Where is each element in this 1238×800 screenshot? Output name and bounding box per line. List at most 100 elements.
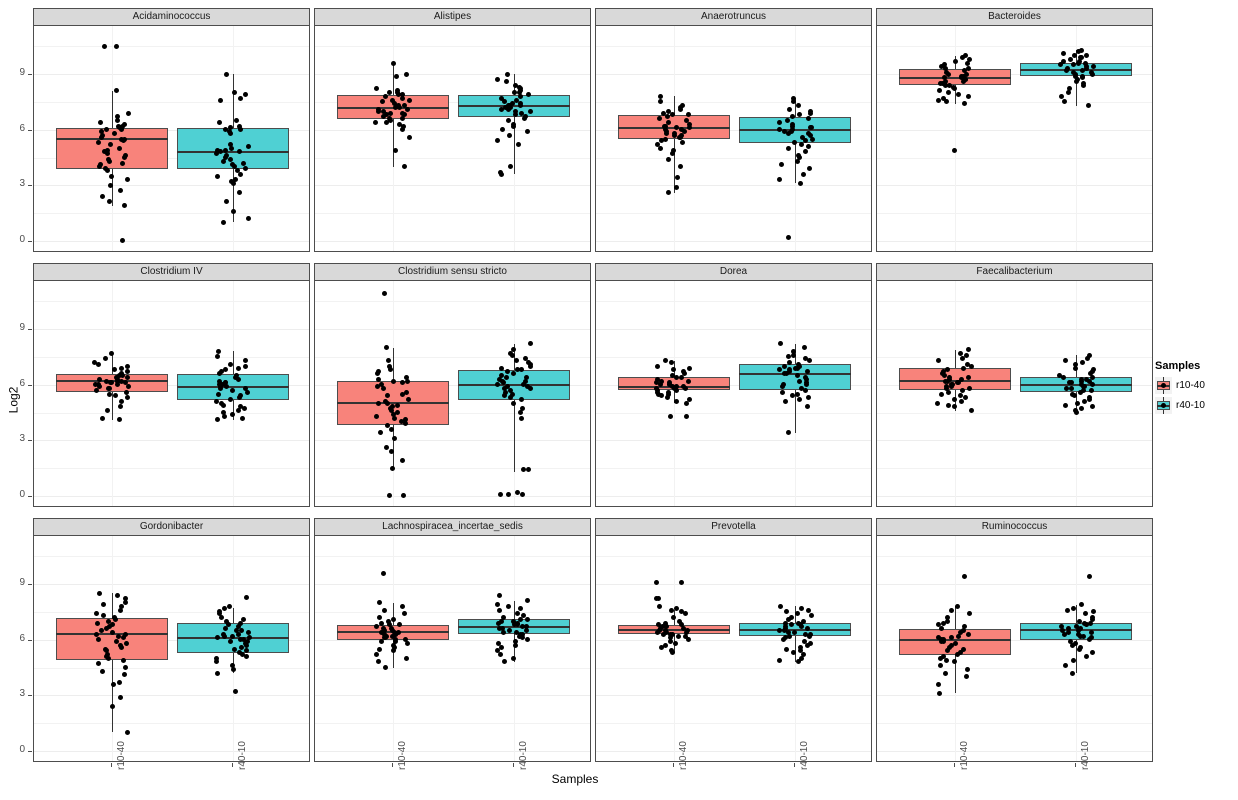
x-axis-tick-mark (794, 763, 795, 767)
data-point (802, 631, 808, 637)
data-point (939, 626, 945, 632)
data-point (513, 108, 519, 114)
data-point (959, 54, 965, 60)
data-point (95, 140, 101, 146)
data-point (230, 666, 236, 672)
facet-panel: Acidaminococcus (33, 8, 310, 252)
data-point (517, 633, 523, 639)
legend-item[interactable]: r40-10 (1155, 397, 1235, 414)
data-point (776, 657, 782, 663)
data-point (673, 605, 679, 611)
data-point (654, 380, 660, 386)
data-point (241, 406, 247, 412)
data-point (505, 71, 511, 77)
gridline-horizontal-minor (596, 301, 871, 303)
data-point (943, 99, 949, 105)
data-point (1086, 378, 1092, 384)
data-point (957, 629, 963, 635)
data-point (673, 398, 679, 404)
data-point (665, 190, 671, 196)
y-axis-tick-label: 9 (19, 67, 25, 79)
data-point (524, 598, 530, 604)
data-point (122, 380, 128, 386)
data-point (527, 341, 533, 347)
data-point (100, 668, 106, 674)
data-point (377, 430, 383, 436)
data-point (511, 90, 517, 96)
data-point (1079, 378, 1085, 384)
data-point (402, 103, 408, 109)
data-point (236, 624, 242, 630)
boxplot-median (617, 629, 730, 632)
data-point (495, 648, 501, 654)
plot-area (876, 281, 1153, 507)
data-point (375, 384, 381, 390)
data-point (223, 384, 229, 390)
data-point (238, 627, 244, 633)
data-point (798, 180, 804, 186)
legend-label: r40-10 (1176, 400, 1205, 411)
legend: Samples r10-40 r40-10 (1155, 360, 1235, 417)
data-point (1076, 646, 1082, 652)
gridline-horizontal (34, 384, 309, 386)
data-point (789, 123, 795, 129)
x-axis-tick-mark (392, 763, 393, 767)
boxplot-box (898, 628, 1011, 655)
data-point (375, 659, 381, 665)
data-point (965, 374, 971, 380)
data-point (945, 367, 951, 373)
gridline-horizontal-minor (877, 101, 1152, 103)
data-point (495, 382, 501, 388)
data-point (510, 618, 516, 624)
data-point (214, 147, 220, 153)
data-point (115, 114, 121, 120)
data-point (658, 145, 664, 151)
data-point (390, 616, 396, 622)
data-point (215, 348, 221, 354)
data-point (222, 605, 228, 611)
data-point (393, 147, 399, 153)
data-point (215, 391, 221, 397)
data-point (1062, 358, 1068, 364)
data-point (393, 631, 399, 637)
data-point (798, 605, 804, 611)
data-point (499, 365, 505, 371)
data-point (376, 108, 382, 114)
data-point (959, 376, 965, 382)
data-point (681, 129, 687, 135)
data-point (237, 95, 243, 101)
data-point (98, 129, 104, 135)
gridline-horizontal-minor (877, 468, 1152, 470)
data-point (520, 382, 526, 388)
data-point (381, 627, 387, 633)
y-axis-tick-mark (28, 440, 32, 442)
data-point (935, 358, 941, 364)
boxplot-median (898, 76, 1011, 79)
gridline-horizontal (34, 750, 309, 752)
legend-item[interactable]: r10-40 (1155, 377, 1235, 394)
data-point (221, 410, 227, 416)
gridline-horizontal-minor (34, 468, 309, 470)
data-point (95, 361, 101, 367)
gridline-horizontal (34, 129, 309, 131)
facet-strip: Clostridium IV (33, 263, 310, 281)
data-point (1088, 371, 1094, 377)
boxplot-box (898, 368, 1011, 391)
data-point (1089, 382, 1095, 388)
data-point (246, 143, 252, 149)
data-point (963, 53, 969, 59)
gridline-horizontal-minor (34, 101, 309, 103)
data-point (786, 145, 792, 151)
data-point (118, 694, 124, 700)
data-point (941, 95, 947, 101)
data-point (384, 119, 390, 125)
data-point (236, 149, 242, 155)
data-point (952, 397, 958, 403)
gridline-horizontal-minor (596, 356, 871, 358)
data-point (403, 71, 409, 77)
data-point (236, 408, 242, 414)
data-point (1063, 663, 1069, 669)
data-point (1068, 385, 1074, 391)
x-axis-tick-label: r10-40 (396, 741, 408, 770)
data-point (389, 97, 395, 103)
